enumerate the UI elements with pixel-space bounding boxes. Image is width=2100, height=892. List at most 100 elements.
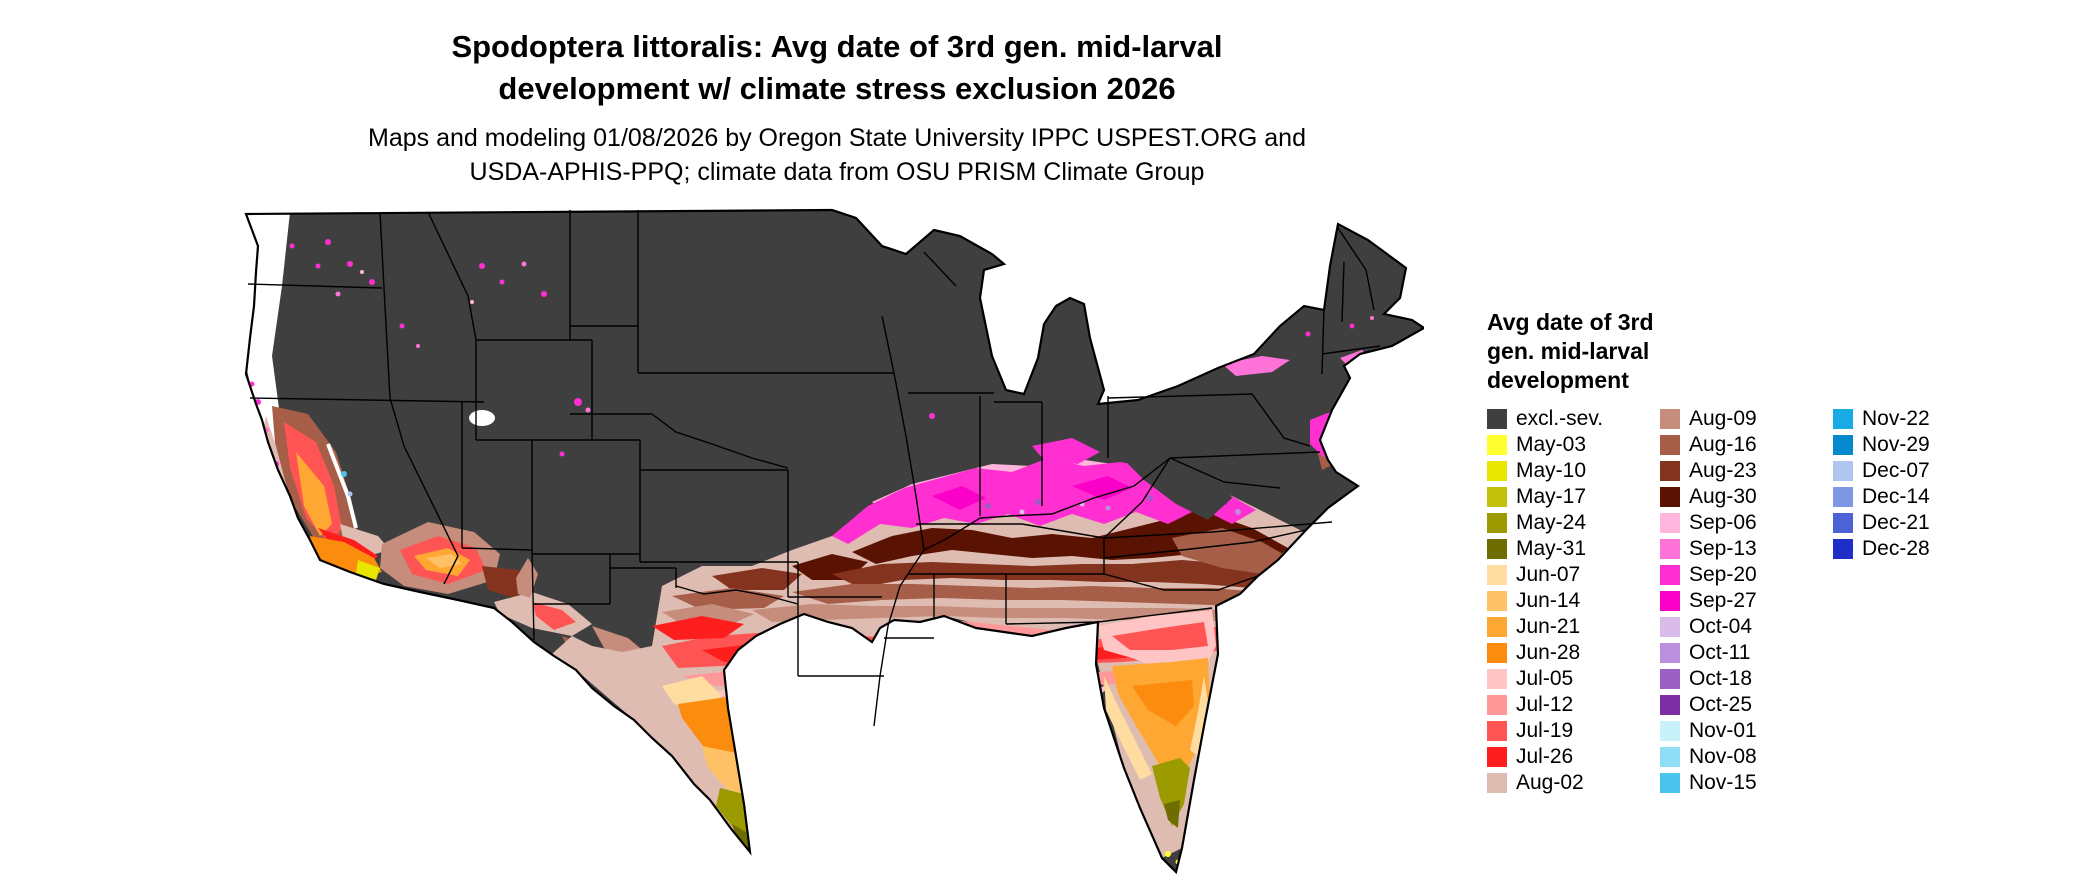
legend-entry: Sep-06 (1660, 510, 1833, 536)
legend-column: excl.-sev. May-03 May-10 May-17 May-24 May-31… (1487, 406, 1660, 796)
legend-label: Nov-29 (1862, 433, 1930, 456)
legend-swatch (1487, 435, 1507, 455)
legend-label: Jul-19 (1516, 719, 1574, 742)
sierra-crest (326, 443, 358, 529)
legend-entry: Aug-30 (1660, 484, 1833, 510)
legend-label: Sep-13 (1689, 537, 1757, 560)
legend-swatch (1487, 513, 1507, 533)
legend-label: Jun-28 (1516, 641, 1581, 664)
legend-columns: excl.-sev. May-03 May-10 May-17 May-24 May-31… (1487, 406, 1983, 796)
legend-entry: May-24 (1487, 510, 1660, 536)
legend-label: Jul-26 (1516, 745, 1574, 768)
legend-label: Oct-25 (1689, 693, 1753, 716)
title-line2: development w/ climate stress exclusion … (498, 71, 1176, 106)
legend-label: Sep-06 (1689, 511, 1757, 534)
legend-entry: Nov-15 (1660, 770, 1833, 796)
legend-label: Oct-04 (1689, 615, 1753, 638)
legend-entry: May-03 (1487, 432, 1660, 458)
legend-swatch (1487, 487, 1507, 507)
legend-entry: Oct-25 (1660, 692, 1833, 718)
legend-swatch (1660, 695, 1680, 715)
legend-swatch (1660, 409, 1680, 429)
legend-entry: Nov-08 (1660, 744, 1833, 770)
legend-title-line2: gen. mid-larval (1487, 338, 1650, 364)
legend-label: May-17 (1516, 485, 1587, 508)
legend-swatch (1487, 565, 1507, 585)
legend-label: Sep-20 (1689, 563, 1757, 586)
legend-label: Sep-27 (1689, 589, 1757, 612)
legend-swatch (1487, 773, 1507, 793)
legend-entry: Nov-01 (1660, 718, 1833, 744)
legend-label: Aug-16 (1689, 433, 1757, 456)
legend-swatch (1660, 539, 1680, 559)
legend-label: Jul-12 (1516, 693, 1574, 716)
page-title: Spodoptera littoralis: Avg date of 3rd g… (247, 26, 1427, 110)
legend-entry: Jun-28 (1487, 640, 1660, 666)
legend-swatch (1660, 747, 1680, 767)
legend-label: Dec-14 (1862, 485, 1930, 508)
legend-label: Jul-05 (1516, 667, 1574, 690)
legend-entry: May-17 (1487, 484, 1660, 510)
legend-swatch (1487, 643, 1507, 663)
legend-swatch (1487, 617, 1507, 637)
legend-label: Aug-09 (1689, 407, 1757, 430)
legend-entry: Dec-07 (1833, 458, 1983, 484)
legend-swatch (1660, 513, 1680, 533)
legend-swatch (1660, 773, 1680, 793)
legend-entry: Oct-18 (1660, 666, 1833, 692)
map-legend: Avg date of 3rd gen. mid-larval developm… (1487, 308, 1983, 796)
legend-entry: Jul-26 (1487, 744, 1660, 770)
legend-swatch (1487, 591, 1507, 611)
us-map (232, 206, 1424, 882)
state-borders (247, 210, 1381, 727)
legend-label: Oct-11 (1689, 641, 1751, 664)
legend-entry: Sep-20 (1660, 562, 1833, 588)
legend-label: May-03 (1516, 433, 1587, 456)
map-region-appalachian-excluded (1122, 438, 1232, 520)
legend-entry: Aug-02 (1487, 770, 1660, 796)
legend-label: Jun-21 (1516, 615, 1581, 638)
legend-entry: Dec-14 (1833, 484, 1983, 510)
legend-swatch (1833, 513, 1853, 533)
legend-entry: Oct-11 (1660, 640, 1833, 666)
map-speckles-northwest (289, 239, 1374, 457)
legend-entry: Aug-23 (1660, 458, 1833, 484)
legend-label: May-31 (1516, 537, 1587, 560)
legend-label: excl.-sev. (1516, 407, 1604, 430)
legend-label: Jun-07 (1516, 563, 1581, 586)
legend-entry: Dec-21 (1833, 510, 1983, 536)
legend-swatch (1660, 669, 1680, 689)
legend-entry: Sep-27 (1660, 588, 1833, 614)
legend-label: Aug-30 (1689, 485, 1757, 508)
legend-swatch (1487, 747, 1507, 767)
legend-swatch (1833, 487, 1853, 507)
us-outline (244, 208, 1424, 875)
great-salt-lake (469, 410, 495, 426)
map-band-august (662, 440, 1334, 624)
legend-swatch (1660, 565, 1680, 585)
legend-swatch (1660, 643, 1680, 663)
legend-label: Jun-14 (1516, 589, 1581, 612)
legend-title: Avg date of 3rd gen. mid-larval developm… (1487, 308, 1983, 395)
legend-label: Aug-02 (1516, 771, 1584, 794)
legend-swatch (1833, 409, 1853, 429)
map-region-florida (932, 610, 1216, 868)
legend-label: Oct-18 (1689, 667, 1753, 690)
legend-swatch (1660, 461, 1680, 481)
legend-swatch (1660, 591, 1680, 611)
legend-swatch (1487, 539, 1507, 559)
map-subtitle: Maps and modeling 01/08/2026 by Oregon S… (247, 121, 1427, 189)
legend-entry: Sep-13 (1660, 536, 1833, 562)
map-fill-layers (246, 210, 1424, 872)
us-map-svg (244, 208, 1424, 875)
legend-label: Aug-23 (1689, 459, 1757, 482)
legend-label: Nov-15 (1689, 771, 1757, 794)
legend-label: Nov-22 (1862, 407, 1930, 430)
legend-title-line1: Avg date of 3rd (1487, 309, 1654, 335)
legend-label: Nov-01 (1689, 719, 1757, 742)
legend-label: May-24 (1516, 511, 1587, 534)
legend-entry: Jun-21 (1487, 614, 1660, 640)
legend-entry: Jul-05 (1487, 666, 1660, 692)
legend-entry: Oct-04 (1660, 614, 1833, 640)
